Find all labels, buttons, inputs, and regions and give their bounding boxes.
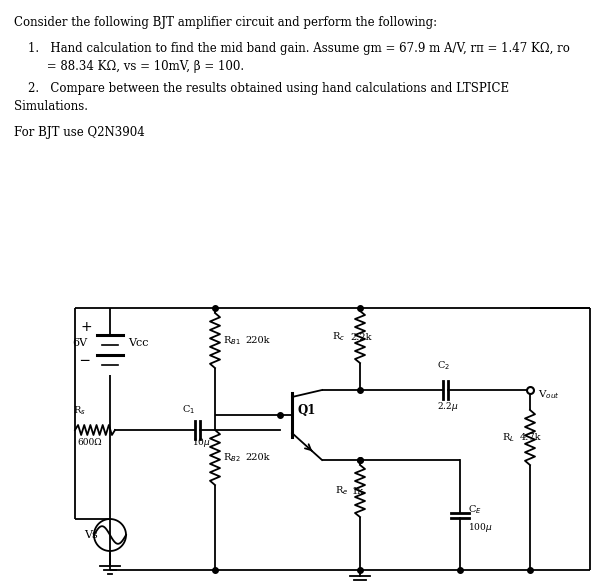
Text: R$_{B2}$: R$_{B2}$: [223, 451, 241, 464]
Text: +: +: [80, 320, 92, 334]
Text: 6V: 6V: [72, 338, 87, 348]
Text: For BJT use Q2N3904: For BJT use Q2N3904: [14, 126, 145, 139]
Text: 100$\mu$: 100$\mu$: [468, 521, 493, 533]
Text: Consider the following BJT amplifier circuit and perform the following:: Consider the following BJT amplifier cir…: [14, 16, 437, 29]
Text: Vcc: Vcc: [128, 338, 148, 348]
Text: ─: ─: [80, 354, 88, 368]
Text: R$_e$: R$_e$: [335, 484, 348, 497]
Text: R$_L$: R$_L$: [502, 431, 515, 444]
Text: 2.   Compare between the results obtained using hand calculations and LTSPICE: 2. Compare between the results obtained …: [28, 82, 509, 95]
Text: 1.   Hand calculation to find the mid band gain. Assume gm = 67.9 m A/V, rπ = 1.: 1. Hand calculation to find the mid band…: [28, 42, 570, 55]
Text: Q1: Q1: [297, 403, 315, 416]
Text: R$_s$: R$_s$: [73, 404, 86, 417]
Text: R$_c$: R$_c$: [332, 331, 345, 343]
Text: 2.2$\mu$: 2.2$\mu$: [437, 400, 458, 413]
Text: Simulations.: Simulations.: [14, 100, 88, 113]
Text: 220k: 220k: [245, 336, 270, 345]
Text: 10$\mu$: 10$\mu$: [192, 436, 211, 449]
Text: C$_1$: C$_1$: [182, 403, 196, 416]
Text: R$_{B1}$: R$_{B1}$: [223, 334, 241, 347]
Text: C$_2$: C$_2$: [437, 359, 450, 372]
Text: 4.7k: 4.7k: [520, 433, 541, 442]
Text: 600Ω: 600Ω: [77, 438, 102, 447]
Text: Vs: Vs: [84, 530, 98, 540]
Text: 2.2k: 2.2k: [350, 332, 371, 342]
Text: = 88.34 KΩ, vs = 10mV, β = 100.: = 88.34 KΩ, vs = 10mV, β = 100.: [28, 60, 244, 73]
Text: V$_{out}$: V$_{out}$: [538, 389, 560, 402]
Text: C$_E$: C$_E$: [468, 504, 482, 517]
Text: 220k: 220k: [245, 453, 270, 462]
Text: 1k: 1k: [352, 486, 364, 496]
